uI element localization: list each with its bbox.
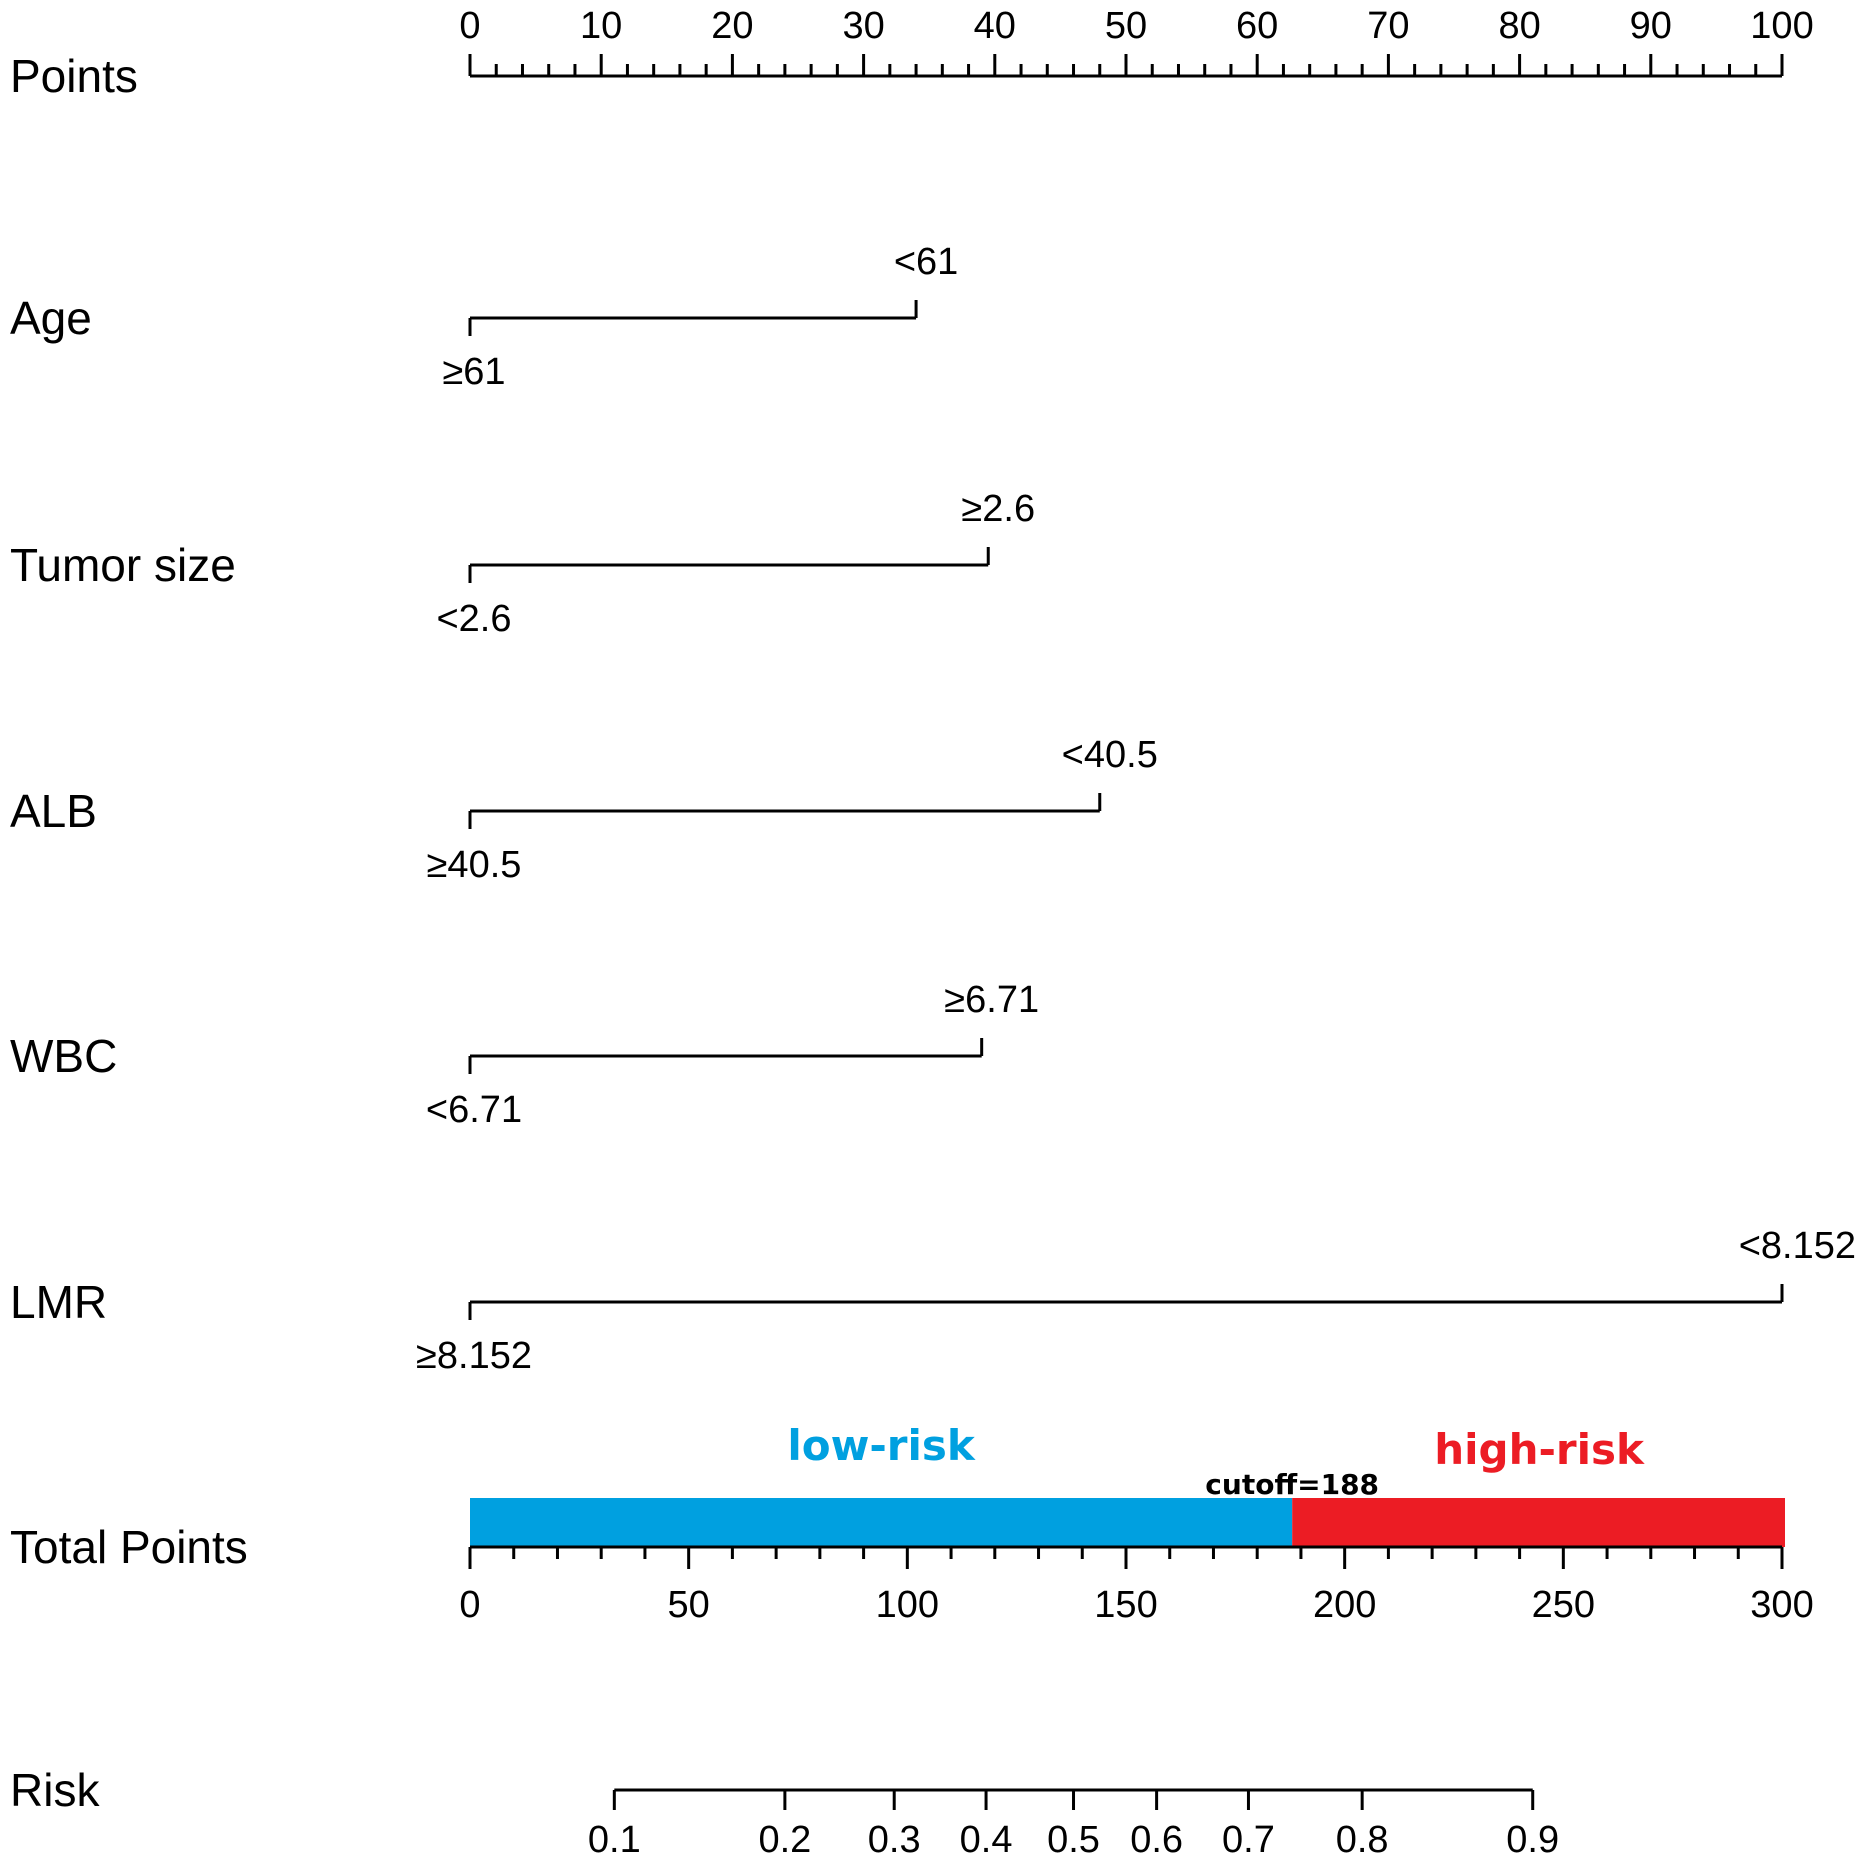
points-tick-label: 30 — [842, 5, 884, 47]
low-risk-label: low-risk — [787, 1421, 976, 1470]
lmr-level-label: ≥8.152 — [416, 1335, 532, 1377]
points-tick-label: 10 — [580, 5, 622, 47]
age-level-label: <61 — [894, 241, 958, 283]
high-risk-label: high-risk — [1434, 1425, 1645, 1474]
alb-level-label: ≥40.5 — [427, 844, 522, 886]
alb-row-label: ALB — [10, 785, 97, 837]
total-points-tick-label: 150 — [1094, 1584, 1157, 1626]
total-points-tick-label: 50 — [668, 1584, 710, 1626]
lmr-row-label: LMR — [10, 1276, 107, 1328]
total-points-row-label: Total Points — [10, 1521, 248, 1573]
points-tick-label: 50 — [1105, 5, 1147, 47]
risk-tick-label: 0.7 — [1222, 1819, 1275, 1861]
age-row-label: Age — [10, 292, 92, 344]
age-level-label: ≥61 — [442, 351, 505, 393]
wbc-row-label: WBC — [10, 1030, 117, 1082]
risk-tick-label: 0.4 — [960, 1819, 1013, 1861]
wbc-level-label: <6.71 — [426, 1089, 522, 1131]
tumor-size-level-label: <2.6 — [436, 598, 511, 640]
risk-tick-label: 0.8 — [1336, 1819, 1389, 1861]
risk-row-label: Risk — [10, 1764, 100, 1816]
points-tick-label: 90 — [1630, 5, 1672, 47]
risk-tick-label: 0.2 — [758, 1819, 811, 1861]
risk-tick-label: 0.3 — [868, 1819, 921, 1861]
points-row-label: Points — [10, 50, 138, 102]
tumor-size-row-label: Tumor size — [10, 539, 236, 591]
points-tick-label: 0 — [459, 5, 480, 47]
points-tick-label: 70 — [1367, 5, 1409, 47]
risk-tick-label: 0.6 — [1130, 1819, 1183, 1861]
points-tick-label: 20 — [711, 5, 753, 47]
high-risk-band — [1292, 1498, 1785, 1547]
cutoff-label: cutoff=188 — [1205, 1468, 1379, 1501]
wbc-level-label: ≥6.71 — [944, 979, 1039, 1021]
risk-tick-label: 0.1 — [588, 1819, 641, 1861]
points-tick-label: 40 — [974, 5, 1016, 47]
total-points-tick-label: 200 — [1313, 1584, 1376, 1626]
low-risk-band — [470, 1498, 1293, 1547]
total-points-tick-label: 250 — [1532, 1584, 1595, 1626]
total-points-tick-label: 100 — [876, 1584, 939, 1626]
lmr-level-label: <8.152 — [1739, 1225, 1856, 1267]
points-tick-label: 100 — [1750, 5, 1813, 47]
tumor-size-level-label: ≥2.6 — [961, 488, 1035, 530]
total-points-tick-label: 0 — [459, 1584, 480, 1626]
risk-tick-label: 0.9 — [1506, 1819, 1559, 1861]
total-points-tick-label: 300 — [1750, 1584, 1813, 1626]
risk-tick-label: 0.5 — [1047, 1819, 1100, 1861]
alb-level-label: <40.5 — [1062, 734, 1158, 776]
points-tick-label: 60 — [1236, 5, 1278, 47]
points-tick-label: 80 — [1498, 5, 1540, 47]
